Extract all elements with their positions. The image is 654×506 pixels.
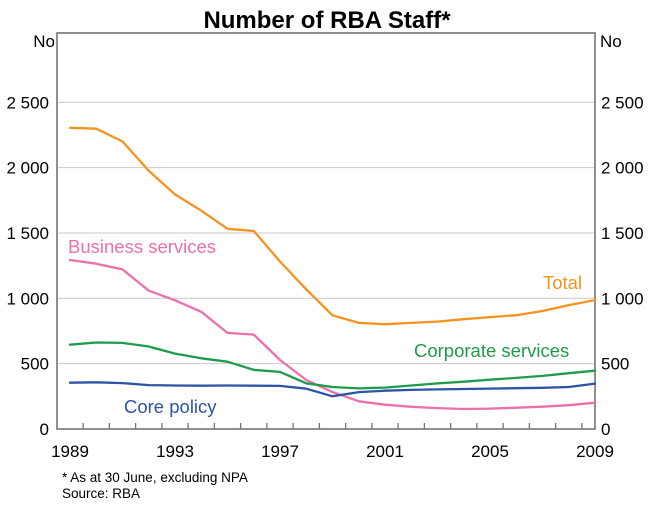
x-tick-label: 2009 [576,442,614,461]
series-line-total [68,126,597,326]
y-tick-label-right: 1 500 [601,224,644,243]
series-line-corporate-services [68,341,597,390]
footnote-source: Source: RBA [62,486,141,501]
y-tick-label-left: 1 000 [6,289,49,308]
x-tick-label: 1989 [51,442,89,461]
series-label-business-services: Business services [68,236,216,257]
y-tick-label-right: 2 500 [601,93,644,112]
x-tick-label: 1993 [156,442,194,461]
x-tick-label: 2001 [366,442,404,461]
y-tick-label-right: 1 000 [601,289,644,308]
y-tick-label-right: 0 [601,420,610,439]
series-line-business-services [68,258,597,411]
y-axis-unit-left: No [33,32,55,51]
y-tick-label-left: 2 500 [6,93,49,112]
series-line-core-policy [68,381,597,398]
y-tick-label-left: 500 [21,355,49,374]
series-label-core-policy: Core policy [124,396,217,417]
y-tick-label-left: 2 000 [6,159,49,178]
y-tick-label-left: 0 [40,420,49,439]
series-label-total: Total [543,272,582,293]
plot-border [56,32,596,430]
y-axis-unit-right: No [600,32,622,51]
x-tick-label: 1997 [261,442,299,461]
footnote-asterisk: * As at 30 June, excluding NPA [62,470,248,485]
x-tick-label: 2005 [471,442,509,461]
chart-title: Number of RBA Staff* [203,7,451,34]
y-tick-label-right: 2 000 [601,159,644,178]
footnotes: * As at 30 June, excluding NPA Source: R… [62,470,248,502]
series-label-corporate-services: Corporate services [414,340,569,361]
y-tick-label-left: 1 500 [6,224,49,243]
y-tick-label-right: 500 [601,355,629,374]
